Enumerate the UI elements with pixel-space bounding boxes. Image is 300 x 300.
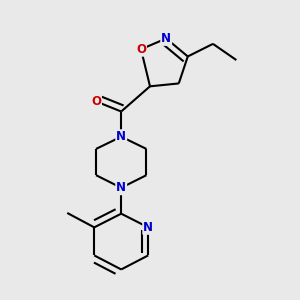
Text: N: N bbox=[161, 32, 171, 45]
Text: N: N bbox=[143, 221, 153, 234]
Text: N: N bbox=[116, 181, 126, 194]
Text: O: O bbox=[136, 43, 146, 56]
Text: O: O bbox=[91, 95, 101, 108]
Text: N: N bbox=[116, 130, 126, 143]
